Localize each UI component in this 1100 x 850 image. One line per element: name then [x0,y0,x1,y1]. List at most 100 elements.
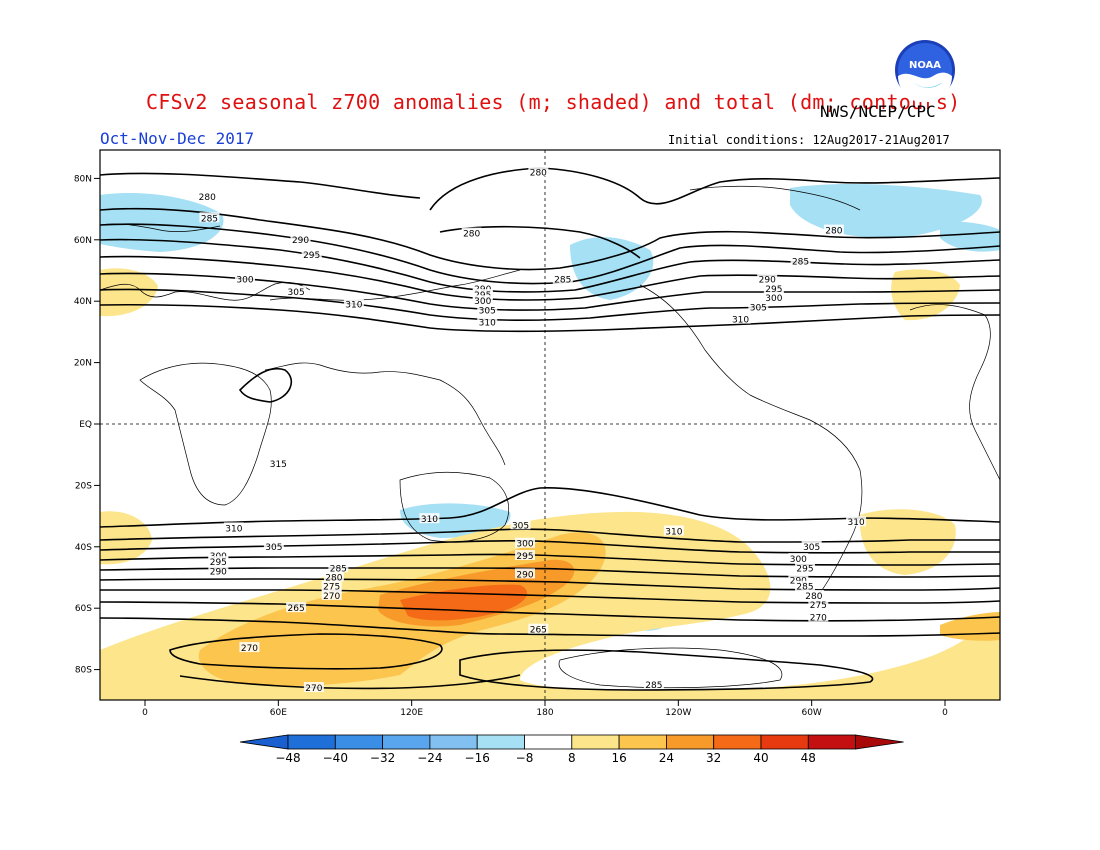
lat-tick-label: 60N [74,236,92,246]
colorbar-segment [287,734,336,750]
contour-label-bg [510,519,531,530]
lat-tick-label: 20N [74,359,92,369]
contour-label: 295 [210,558,227,568]
colorbar-segment [382,734,431,750]
colorbar-label: −24 [417,751,442,765]
contour-label: 275 [810,601,827,611]
contour-label-bg [328,562,349,573]
contour-label-bg [515,537,535,548]
colorbar-segment [666,734,715,750]
contour-label-bg [663,525,684,536]
contour-label-bg [823,224,844,235]
lon-tick-label: 120W [665,708,691,718]
contour-label-bg [788,553,809,564]
contour-label-bg [515,568,535,579]
contour-label: 305 [265,543,282,553]
contour-label-bg [263,540,284,551]
contour-label-bg [472,282,493,293]
logo-text: NOAA [909,60,941,71]
contour-label: 290 [759,276,776,286]
season-label: Oct-Nov-Dec 2017 [100,129,255,148]
contour-label-bg [790,255,811,266]
contour-label: 285 [796,583,813,593]
colorbar-segment [524,734,573,750]
contour-label: 295 [303,251,320,261]
lon-tick-label: 0 [942,708,948,718]
contour-label-bg [763,282,784,293]
contour-label: 270 [241,644,258,654]
lon-ticks: 0 60E 120E 180 120W 60W 0 [142,700,948,718]
lon-tick-label: 60W [801,708,821,718]
contour-label: 310 [732,316,749,326]
contour-label: 280 [530,168,547,178]
colorbar-over-arrow [855,734,904,750]
contour-label-bg [477,316,498,327]
contour-label-bg [208,565,229,576]
noaa-logo: NOAA [895,40,955,102]
lon-tick-label: 0 [142,708,148,718]
contour-label: 270 [305,684,322,694]
contour-label-bg [788,574,809,585]
contour-label: 305 [479,306,496,316]
colorbar-under-arrow [239,734,289,750]
contour-label-bg [730,313,751,324]
contour-label: 270 [323,592,340,602]
colorbar-label: −40 [323,751,348,765]
contour-label-bg [763,292,784,303]
colorbar-label: 8 [568,751,576,765]
contour-label: 285 [201,214,218,224]
contour-label: 275 [323,583,340,593]
contour-label: 280 [325,574,342,584]
lat-tick-label: 80N [74,174,92,184]
contour-label: 295 [765,285,782,295]
colorbar-segment [334,734,383,750]
contour-label-bg [515,550,535,561]
colorbar-segment [760,734,809,750]
contour-label: 305 [750,303,767,313]
colorbar-label: −32 [370,751,395,765]
lat-tick-label: 20S [75,481,92,491]
contour-label: 300 [236,276,253,286]
lat-tick-label: 40N [74,297,92,307]
contour-label: 280 [463,230,480,240]
contour-label: 305 [803,543,820,553]
lat-lon-gridlines [100,150,1000,700]
colorbar-label: 40 [753,751,768,765]
contour-label-bg [757,273,778,284]
contour-label: 265 [530,626,547,636]
contour-label-bg [808,611,829,622]
contour-label-bg [808,599,829,610]
contour-label: 295 [516,552,533,562]
contour-label: 280 [825,227,842,237]
lat-tick-label: EQ [79,420,92,430]
contour-label: 270 [810,613,827,623]
contour-label-bg [223,522,244,533]
colorbar-segment [429,734,478,750]
contour-label-bg [301,249,322,260]
contour-label: 290 [516,570,533,580]
contour-label-bg [477,304,498,315]
contour-label: 300 [790,555,807,565]
contour-label-bg [472,295,493,306]
contour-label-bg [208,550,229,561]
contour-label-bg [208,556,229,567]
contour-label: 300 [516,540,533,550]
lon-tick-label: 180 [536,708,553,718]
contour-label: 305 [512,521,529,531]
contour-label-bg [461,227,482,238]
contour-label: 310 [479,319,496,329]
contour-label-bg [803,589,824,600]
map-frame [99,149,1001,701]
colorbar: −48 −40 −32 −24 −16 −8 8 16 24 32 40 48 [239,734,904,765]
contour-label: 300 [474,297,491,307]
colorbar-label: 32 [706,751,721,765]
colorbar-segment [476,734,525,750]
contour-label: 280 [805,592,822,602]
contour-label: 290 [210,567,227,577]
initial-conditions-label: Initial conditions: 12Aug2017-21Aug2017 [668,133,950,147]
contour-label-bg [303,682,324,693]
contour-label: 280 [199,193,216,203]
contour-label-bg [197,190,218,201]
contour-label-bg [343,298,364,309]
